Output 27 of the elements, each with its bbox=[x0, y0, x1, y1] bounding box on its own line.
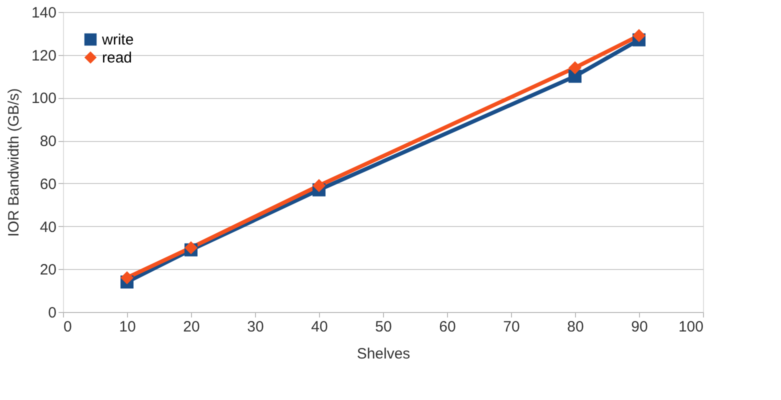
x-tick-label: 0 bbox=[64, 318, 72, 336]
x-tick-label: 80 bbox=[567, 318, 584, 336]
point bbox=[568, 61, 582, 74]
y-tick-label: 120 bbox=[31, 47, 56, 64]
y-axis-title: IOR Bandwidth (GB/s) bbox=[5, 88, 22, 237]
x-axis-title: Shelves bbox=[356, 346, 410, 362]
x-tick-label: 70 bbox=[503, 318, 520, 336]
x-tick-label: 90 bbox=[631, 318, 648, 336]
x-tick-label: 30 bbox=[247, 318, 264, 336]
x-tick-label: 100 bbox=[678, 318, 704, 336]
y-tick-label: 20 bbox=[40, 262, 56, 279]
point bbox=[312, 179, 326, 192]
y-tick-label: 140 bbox=[31, 4, 56, 22]
x-tick-label: 20 bbox=[183, 318, 200, 336]
x-tick-label: 40 bbox=[311, 318, 328, 336]
legend-label: read bbox=[102, 50, 132, 66]
x-tick-label: 10 bbox=[119, 318, 136, 336]
x-tick-label: 60 bbox=[439, 318, 456, 336]
y-tick-label: 40 bbox=[40, 218, 56, 236]
y-tick-label: 60 bbox=[40, 176, 56, 193]
y-tick-label: 80 bbox=[40, 133, 56, 150]
y-tick-label: 0 bbox=[48, 304, 56, 322]
y-tick-label: 100 bbox=[31, 90, 56, 108]
point bbox=[120, 271, 134, 284]
legend-label: write bbox=[101, 32, 134, 48]
point bbox=[632, 29, 646, 42]
x-tick-label: 50 bbox=[375, 318, 392, 336]
